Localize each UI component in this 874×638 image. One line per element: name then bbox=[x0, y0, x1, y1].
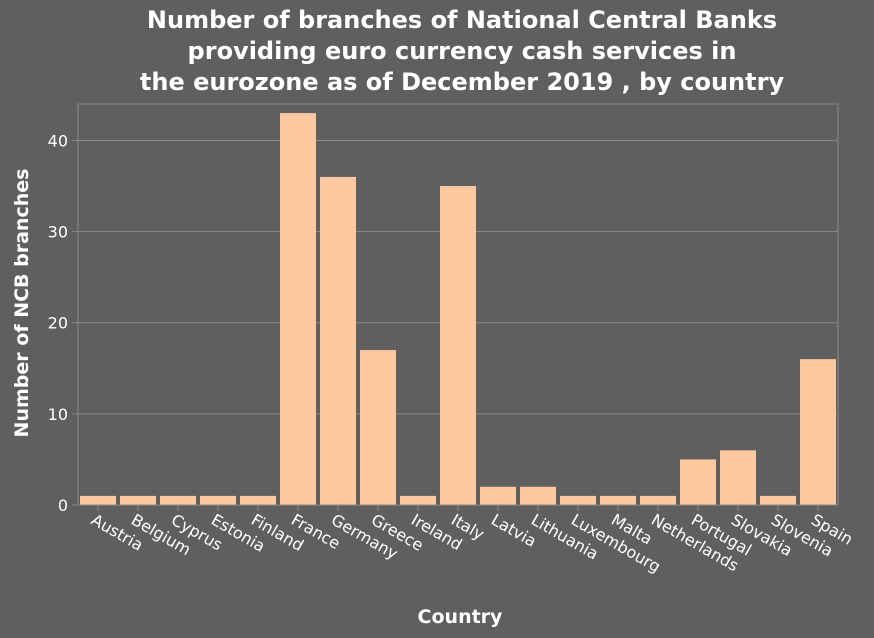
bar-france bbox=[280, 113, 316, 505]
x-tick-label-latvia: Latvia bbox=[488, 510, 540, 551]
chart-title: Number of branches of National Central B… bbox=[140, 6, 785, 96]
x-axis-ticks: AustriaBelgiumCyprusEstoniaFinlandFrance… bbox=[88, 505, 856, 576]
bar-belgium bbox=[120, 495, 156, 505]
chart-title-line-3: the eurozone as of December 2019 , by co… bbox=[140, 68, 785, 96]
bar-latvia bbox=[480, 486, 516, 505]
chart-title-line-1: Number of branches of National Central B… bbox=[147, 6, 777, 34]
y-axis-ticks: 0 10 20 30 40 bbox=[48, 131, 78, 515]
bar-netherlands bbox=[640, 495, 676, 505]
y-tick-label: 0 bbox=[58, 496, 68, 515]
bar-lithuania bbox=[520, 486, 556, 505]
y-tick-label: 20 bbox=[48, 314, 68, 333]
bar-italy bbox=[440, 186, 476, 506]
bar-slovenia bbox=[760, 495, 796, 505]
bar-finland bbox=[240, 495, 276, 505]
y-tick-label: 30 bbox=[48, 223, 68, 242]
chart-title-line-2: providing euro currency cash services in bbox=[188, 37, 737, 65]
x-axis-title: Country bbox=[418, 606, 504, 628]
y-tick-label: 40 bbox=[48, 131, 68, 150]
bar-ireland bbox=[400, 495, 436, 505]
y-tick-label: 10 bbox=[48, 405, 68, 424]
bar-malta bbox=[600, 495, 636, 505]
bar-portugal bbox=[680, 459, 716, 505]
bar-estonia bbox=[200, 495, 236, 505]
bar-slovakia bbox=[720, 450, 756, 505]
bar-luxembourg bbox=[560, 495, 596, 505]
bar-germany bbox=[320, 176, 356, 505]
y-axis-title: Number of NCB branches bbox=[11, 169, 33, 438]
bar-greece bbox=[360, 350, 396, 505]
bars bbox=[80, 113, 836, 506]
bar-austria bbox=[80, 495, 116, 505]
bar-cyprus bbox=[160, 495, 196, 505]
bar-spain bbox=[800, 359, 836, 505]
